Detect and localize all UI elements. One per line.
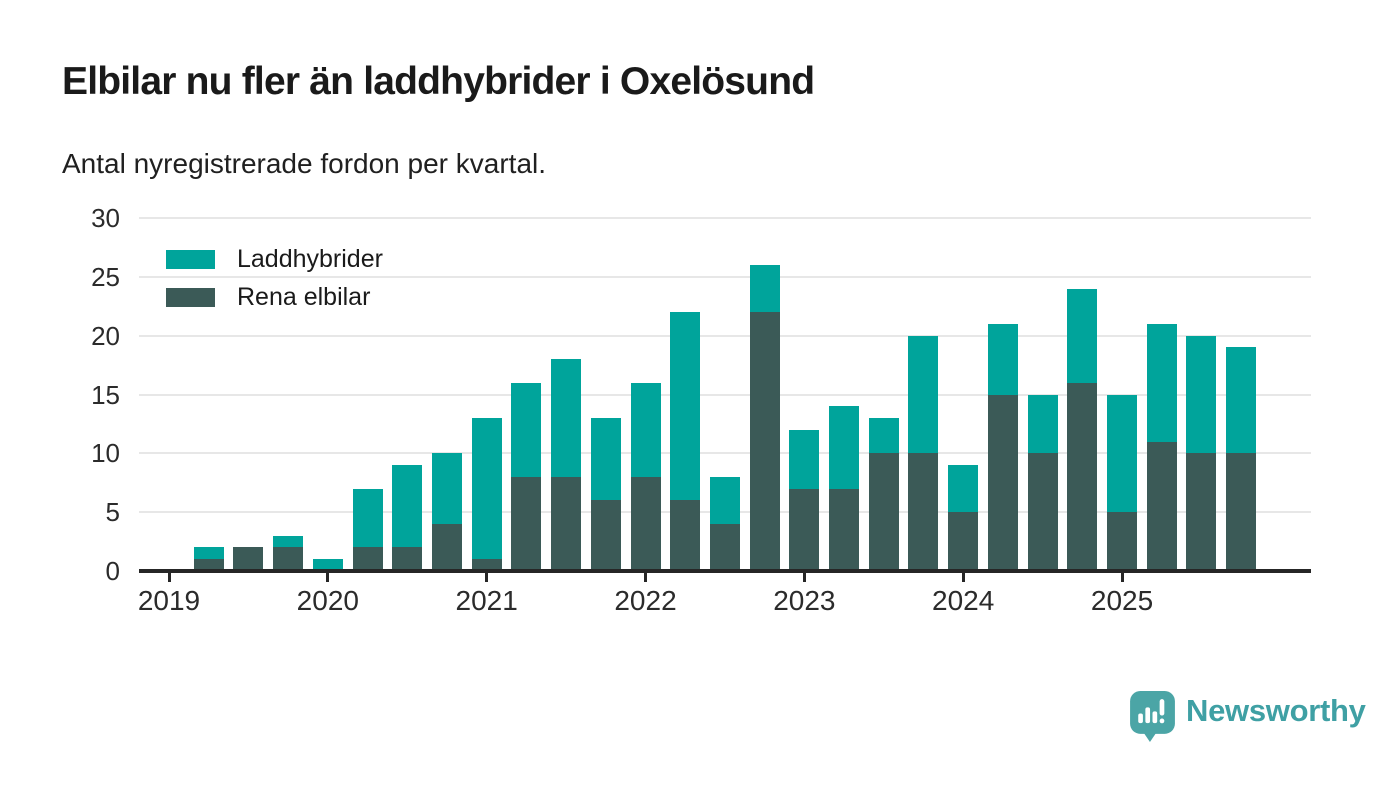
bar-segment-laddhybrider bbox=[908, 335, 939, 454]
bar-segment-rena-elbilar bbox=[789, 488, 820, 571]
bar-segment-laddhybrider bbox=[551, 359, 582, 477]
bar-segment-laddhybrider bbox=[352, 488, 383, 548]
y-tick-label: 30 bbox=[91, 203, 120, 233]
bar-segment-rena-elbilar bbox=[590, 500, 621, 571]
y-tick-label: 0 bbox=[105, 556, 120, 586]
bar-segment-rena-elbilar bbox=[1186, 453, 1217, 571]
bar-segment-laddhybrider bbox=[1146, 323, 1177, 442]
x-axis-tick bbox=[961, 573, 965, 582]
legend-item-rena-elbilar: Rena elbilar bbox=[166, 282, 383, 313]
x-axis-line bbox=[139, 569, 1311, 573]
y-tick-label: 10 bbox=[91, 438, 120, 469]
bar-segment-rena-elbilar bbox=[471, 559, 502, 571]
bar-segment-rena-elbilar bbox=[431, 523, 462, 571]
newsworthy-logo: Newsworthy bbox=[1129, 690, 1366, 743]
legend-swatch-laddhybrider bbox=[166, 250, 215, 269]
legend-item-laddhybrider: Laddhybrider bbox=[166, 244, 383, 275]
bar-segment-rena-elbilar bbox=[233, 547, 264, 571]
bar-segment-rena-elbilar bbox=[1226, 453, 1257, 571]
x-tick-label: 2024 bbox=[932, 585, 995, 616]
y-tick-label: 25 bbox=[91, 261, 120, 292]
bar-segment-rena-elbilar bbox=[749, 312, 780, 571]
bar-segment-laddhybrider bbox=[471, 418, 502, 560]
bar-segment-rena-elbilar bbox=[1027, 453, 1058, 571]
bar-segment-rena-elbilar bbox=[987, 394, 1018, 571]
y-tick-label: 5 bbox=[105, 497, 120, 528]
bar-segment-laddhybrider bbox=[1226, 347, 1257, 454]
bar-segment-rena-elbilar bbox=[1067, 382, 1098, 571]
x-tick-label: 2022 bbox=[614, 585, 677, 616]
bar-segment-laddhybrider bbox=[193, 547, 224, 560]
bar-segment-rena-elbilar bbox=[670, 500, 701, 571]
chart-title: Elbilar nu fler än laddhybrider i Oxelös… bbox=[62, 60, 815, 103]
legend-label: Rena elbilar bbox=[237, 283, 371, 311]
bar-segment-rena-elbilar bbox=[392, 547, 423, 571]
bar-segment-rena-elbilar bbox=[709, 523, 740, 571]
bar-segment-laddhybrider bbox=[789, 429, 820, 489]
bar-segment-laddhybrider bbox=[829, 406, 860, 489]
bar-segment-rena-elbilar bbox=[352, 547, 383, 571]
x-axis-tick bbox=[326, 573, 330, 582]
bar-segment-laddhybrider bbox=[312, 559, 343, 571]
bar-segment-laddhybrider bbox=[1067, 288, 1098, 383]
bar-segment-rena-elbilar bbox=[1146, 441, 1177, 571]
bar-segment-laddhybrider bbox=[630, 382, 661, 477]
x-tick-label: 2020 bbox=[296, 585, 359, 616]
legend-swatch-rena-elbilar bbox=[166, 288, 215, 307]
x-axis-tick bbox=[485, 573, 489, 582]
legend-label: Laddhybrider bbox=[237, 245, 383, 273]
x-axis-tick bbox=[644, 573, 648, 582]
bar-segment-rena-elbilar bbox=[908, 453, 939, 571]
gridline-20 bbox=[139, 334, 1311, 337]
bar-segment-laddhybrider bbox=[273, 535, 304, 548]
bar-segment-laddhybrider bbox=[1107, 394, 1138, 513]
bar-segment-laddhybrider bbox=[511, 382, 542, 477]
chart-subtitle: Antal nyregistrerade fordon per kvartal. bbox=[62, 148, 547, 179]
bar-segment-rena-elbilar bbox=[1107, 512, 1138, 571]
gridline-15 bbox=[139, 393, 1311, 396]
newsworthy-wordmark: Newsworthy bbox=[1186, 693, 1366, 728]
x-tick-label: 2021 bbox=[455, 585, 518, 616]
chart-legend: Laddhybrider Rena elbilar bbox=[166, 244, 383, 320]
bar-segment-rena-elbilar bbox=[273, 547, 304, 571]
bar-segment-laddhybrider bbox=[709, 476, 740, 524]
y-tick-label: 15 bbox=[91, 379, 120, 410]
bar-segment-laddhybrider bbox=[987, 323, 1018, 395]
bar-segment-rena-elbilar bbox=[193, 559, 224, 571]
gridline-10 bbox=[139, 452, 1311, 455]
bar-segment-laddhybrider bbox=[1027, 394, 1058, 454]
x-tick-label: 2019 bbox=[137, 585, 201, 616]
gridline-30 bbox=[139, 217, 1311, 219]
bar-segment-laddhybrider bbox=[431, 453, 462, 524]
bar-segment-rena-elbilar bbox=[551, 476, 582, 571]
bar-segment-rena-elbilar bbox=[630, 476, 661, 571]
bar-segment-rena-elbilar bbox=[948, 512, 979, 571]
bar-segment-rena-elbilar bbox=[511, 476, 542, 571]
x-axis-tick bbox=[167, 573, 171, 582]
bar-segment-rena-elbilar bbox=[868, 453, 899, 571]
bar-segment-laddhybrider bbox=[590, 418, 621, 501]
x-axis-tick bbox=[1120, 573, 1124, 582]
bar-segment-laddhybrider bbox=[1186, 335, 1217, 454]
gridline-25 bbox=[139, 275, 1311, 278]
bar-segment-laddhybrider bbox=[749, 265, 780, 313]
bar-segment-laddhybrider bbox=[948, 465, 979, 513]
x-axis-tick bbox=[802, 573, 806, 582]
x-tick-label: 2023 bbox=[773, 585, 836, 616]
newsworthy-speech-bubble-bar-chart-icon bbox=[1130, 691, 1175, 742]
bar-segment-laddhybrider bbox=[868, 418, 899, 454]
bar-segment-laddhybrider bbox=[392, 465, 423, 548]
y-tick-label: 20 bbox=[91, 320, 120, 351]
chart-plot-area bbox=[139, 217, 1311, 571]
bar-segment-laddhybrider bbox=[670, 312, 701, 501]
x-tick-label: 2025 bbox=[1090, 585, 1154, 616]
bar-segment-rena-elbilar bbox=[829, 488, 860, 571]
